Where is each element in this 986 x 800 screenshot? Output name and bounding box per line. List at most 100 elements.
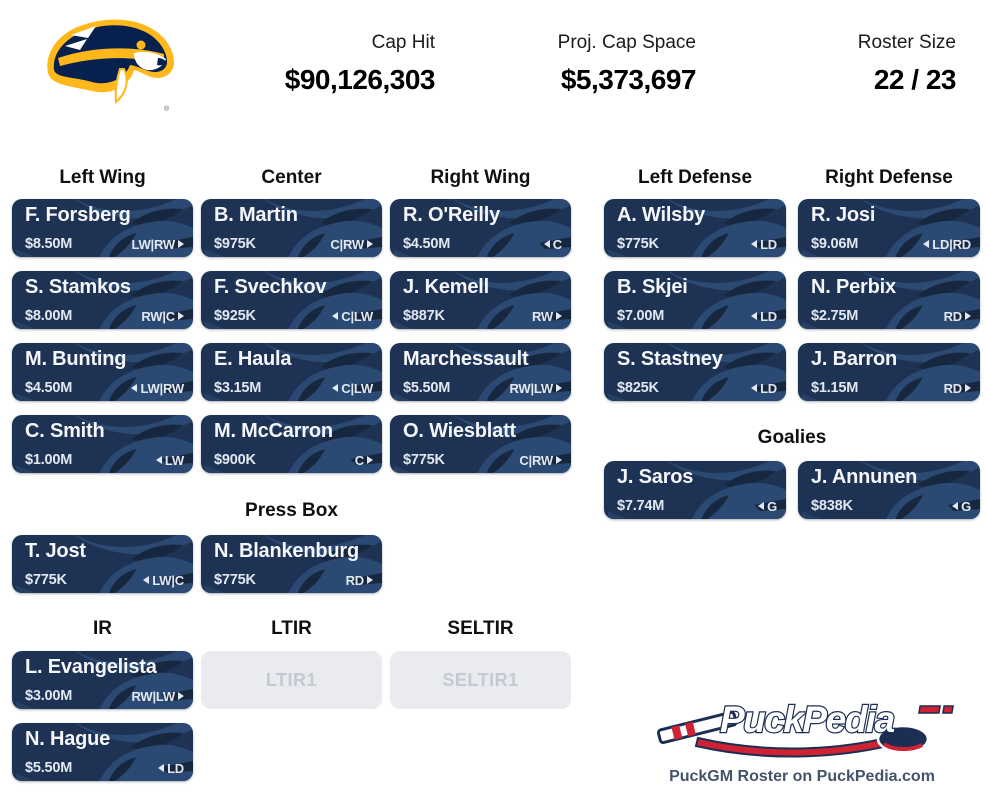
seltir-empty-slot[interactable]: SELTIR1 <box>390 651 571 709</box>
player-cap-hit: $775K <box>617 236 659 252</box>
player-position-text: LD <box>167 760 184 776</box>
arrow-left-icon <box>131 384 138 392</box>
arrow-left-icon <box>751 312 758 320</box>
section-title-right-wing: Right Wing <box>430 167 531 188</box>
player-card[interactable]: M. Bunting $4.50M LW|RW <box>12 343 193 401</box>
player-name: C. Smith <box>25 420 105 442</box>
player-cap-hit: $3.00M <box>25 688 73 704</box>
player-card[interactable]: A. Wilsby $775K LD <box>604 199 786 257</box>
player-card[interactable]: O. Wiesblatt $775K C|RW <box>390 415 571 473</box>
player-position-text: C|RW <box>519 452 553 468</box>
player-position: LW <box>155 453 184 468</box>
player-card[interactable]: M. McCarron $900K C <box>201 415 382 473</box>
team-watermark-icon <box>204 415 382 473</box>
section-title-right-defense: Right Defense <box>825 167 953 188</box>
arrow-left-icon <box>923 240 930 248</box>
player-card[interactable]: S. Stamkos $8.00M RW|C <box>12 271 193 329</box>
player-card[interactable]: L. Evangelista $3.00M RW|LW <box>12 651 193 709</box>
player-position-text: RD <box>943 308 963 324</box>
column-right-defense: R. Josi $9.06M LD|RD N. Perbix $2.75M RD <box>798 199 980 401</box>
player-card[interactable]: C. Smith $1.00M LW <box>12 415 193 473</box>
player-card[interactable]: N. Blankenburg $775K RD <box>201 535 382 593</box>
puckpedia-logo[interactable]: PuckPedia <box>656 684 956 766</box>
player-card[interactable]: E. Haula $3.15M C|LW <box>201 343 382 401</box>
column-left-wing: F. Forsberg $8.50M LW|RW S. Stamkos $8.0… <box>12 199 193 473</box>
player-position: LD <box>751 237 777 252</box>
arrow-right-icon <box>556 312 562 320</box>
column-ir: L. Evangelista $3.00M RW|LW N. Hague $5.… <box>12 651 193 781</box>
section-title-goalies: Goalies <box>757 427 827 448</box>
player-card[interactable]: J. Annunen $838K G <box>798 461 980 519</box>
player-name: J. Barron <box>811 348 898 370</box>
player-cap-hit: $775K <box>214 572 256 588</box>
player-card-bottom: $1.00M LW <box>25 452 184 468</box>
player-card[interactable]: B. Skjei $7.00M LD <box>604 271 786 329</box>
player-position-text: LD <box>760 380 777 396</box>
player-position-text: RW|C <box>141 308 175 324</box>
player-position: C|LW <box>332 309 373 324</box>
stat-label: Proj. Cap Space <box>557 32 696 53</box>
section-title-press-box: Press Box <box>245 500 338 521</box>
team-watermark-icon <box>393 271 571 329</box>
player-card[interactable]: N. Hague $5.50M LD <box>12 723 193 781</box>
player-cap-hit: $2.75M <box>811 308 859 324</box>
stat-label: Cap Hit <box>371 32 435 53</box>
player-name: J. Saros <box>617 466 694 488</box>
player-name: A. Wilsby <box>617 204 706 226</box>
player-name: O. Wiesblatt <box>403 420 516 442</box>
section-title-left-defense: Left Defense <box>637 167 753 188</box>
player-cap-hit: $8.50M <box>25 236 73 252</box>
arrow-left-icon <box>332 312 339 320</box>
arrow-right-icon <box>367 456 373 464</box>
team-watermark-icon <box>204 271 382 329</box>
arrow-left-icon <box>758 502 765 510</box>
player-card[interactable]: N. Perbix $2.75M RD <box>798 271 980 329</box>
team-watermark-icon <box>15 199 193 257</box>
player-cap-hit: $975K <box>214 236 256 252</box>
player-name: R. O'Reilly <box>403 204 501 226</box>
arrow-right-icon <box>367 576 373 584</box>
arrow-right-icon <box>367 240 373 248</box>
player-position: C <box>355 453 373 468</box>
player-card[interactable]: J. Saros $7.74M G <box>604 461 786 519</box>
player-cap-hit: $7.00M <box>617 308 665 324</box>
player-card-bottom: $775K C|RW <box>403 452 562 468</box>
player-cap-hit: $3.15M <box>214 380 262 396</box>
column-center: B. Martin $975K C|RW F. Svechkov $925K C… <box>201 199 382 473</box>
team-watermark-icon <box>608 343 786 401</box>
column-left-defense: A. Wilsby $775K LD B. Skjei $7.00M LD <box>604 199 786 401</box>
player-card-bottom: $5.50M RW|LW <box>403 380 562 396</box>
stat-roster-size: Roster Size 22 / 23 <box>858 32 957 96</box>
team-watermark-icon <box>15 271 193 329</box>
player-position-text: C <box>552 236 562 252</box>
player-card-bottom: $8.50M LW|RW <box>25 236 184 252</box>
player-card[interactable]: T. Jost $775K LW|C <box>12 535 193 593</box>
player-cap-hit: $775K <box>403 452 445 468</box>
player-card[interactable]: F. Svechkov $925K C|LW <box>201 271 382 329</box>
player-cap-hit: $7.74M <box>617 498 665 514</box>
player-card[interactable]: Marchessault $5.50M RW|LW <box>390 343 571 401</box>
player-card-bottom: $775K LD <box>617 236 777 252</box>
player-name: T. Jost <box>25 540 86 562</box>
player-card[interactable]: R. O'Reilly $4.50M C <box>390 199 571 257</box>
player-card-bottom: $900K C <box>214 452 373 468</box>
player-position: RD <box>944 381 971 396</box>
stat-cap-hit: Cap Hit $90,126,303 <box>285 32 436 96</box>
player-position: LD <box>751 381 777 396</box>
player-card[interactable]: J. Kemell $887K RW <box>390 271 571 329</box>
player-card[interactable]: B. Martin $975K C|RW <box>201 199 382 257</box>
player-position-text: RD <box>943 380 963 396</box>
player-position-text: LW|C <box>152 572 184 588</box>
player-position: C <box>543 236 562 252</box>
player-cap-hit: $8.00M <box>25 308 73 324</box>
player-position-text: RD <box>345 572 365 588</box>
player-card[interactable]: R. Josi $9.06M LD|RD <box>798 199 980 257</box>
ltir-empty-slot[interactable]: LTIR1 <box>201 651 382 709</box>
player-card[interactable]: J. Barron $1.15M RD <box>798 343 980 401</box>
player-name: S. Stamkos <box>25 276 131 298</box>
team-watermark-icon <box>15 535 193 593</box>
player-position-text: C|RW <box>330 236 364 252</box>
player-card[interactable]: S. Stastney $825K LD <box>604 343 786 401</box>
footer-caption: PuckGM Roster on PuckPedia.com <box>669 768 935 785</box>
player-card[interactable]: F. Forsberg $8.50M LW|RW <box>12 199 193 257</box>
